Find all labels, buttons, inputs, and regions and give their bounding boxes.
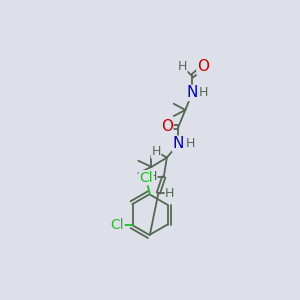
Text: H: H: [199, 86, 208, 100]
Text: N: N: [173, 136, 184, 151]
Text: Cl: Cl: [110, 218, 124, 232]
Text: Cl: Cl: [139, 171, 153, 185]
Text: O: O: [197, 59, 209, 74]
Text: O: O: [161, 119, 173, 134]
Text: N: N: [187, 85, 198, 100]
Text: H: H: [165, 187, 175, 200]
Text: H: H: [178, 60, 187, 73]
Text: H: H: [148, 170, 157, 183]
Text: H: H: [152, 145, 161, 158]
Text: H: H: [185, 137, 195, 150]
